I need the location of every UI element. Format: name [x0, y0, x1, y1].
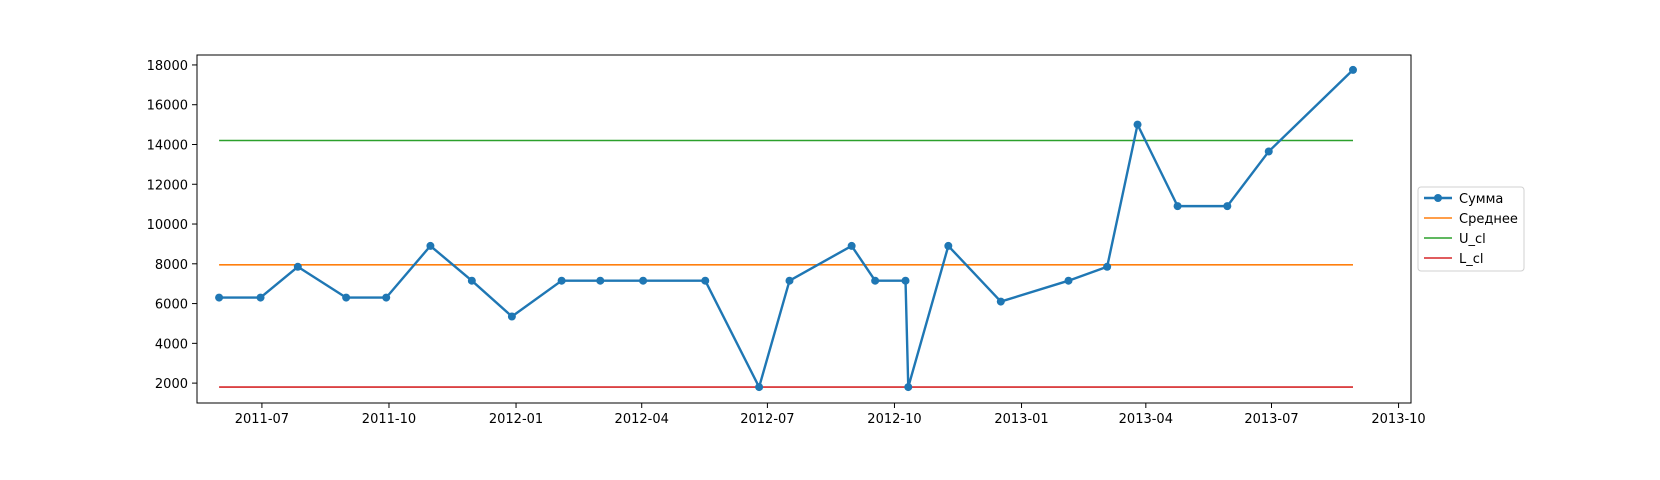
data-point [557, 276, 566, 285]
data-point [871, 276, 880, 285]
x-tick-label: 2012-10 [867, 412, 921, 427]
data-point [426, 241, 435, 250]
data-point [293, 262, 302, 271]
legend-entry: L_cl [1424, 252, 1484, 267]
x-tick-label: 2013-04 [1119, 412, 1173, 427]
legend-label: Среднее [1459, 212, 1518, 227]
data-point [904, 383, 913, 392]
plot-frame [196, 54, 1412, 404]
plot-area [196, 54, 1412, 404]
y-tick-label: 18000 [147, 59, 188, 74]
legend: Сумма Среднее U_cl L_cl [1417, 186, 1525, 272]
data-point [755, 383, 764, 392]
data-point [701, 276, 710, 285]
legend-label: U_cl [1459, 232, 1486, 247]
data-point [1173, 202, 1182, 211]
x-tick-label: 2013-10 [1371, 412, 1425, 427]
data-point [1223, 202, 1232, 211]
data-point [996, 297, 1005, 306]
x-tick-label: 2011-07 [235, 412, 289, 427]
legend-marker [1434, 194, 1442, 202]
y-axis: 2000 4000 6000 8000 10000 12000 14000 16000 1800… [147, 59, 197, 392]
data-point [1064, 276, 1073, 285]
series-line-Сумма [217, 68, 1355, 389]
x-axis: 2011-07 2011-10 2012-01 2012-04 2012-07 2012-… [235, 403, 1426, 427]
legend-label: L_cl [1459, 252, 1484, 267]
legend-entry: Среднее [1424, 212, 1518, 227]
data-point [382, 293, 391, 302]
data-point [596, 276, 605, 285]
x-tick-label: 2011-10 [362, 412, 416, 427]
y-tick-label: 6000 [155, 298, 188, 313]
y-tick-label: 14000 [147, 138, 188, 153]
y-tick-label: 8000 [155, 258, 188, 273]
x-tick-label: 2012-07 [740, 412, 794, 427]
series-layer [215, 65, 1357, 392]
data-point [1348, 65, 1357, 74]
data-point [944, 241, 953, 250]
data-point [467, 276, 476, 285]
legend-items: Сумма Среднее U_cl L_cl [1424, 192, 1518, 267]
data-point [639, 276, 648, 285]
x-tick-label: 2013-01 [994, 412, 1048, 427]
legend-box [1417, 186, 1525, 272]
legend-entry: Сумма [1424, 192, 1503, 207]
data-point [785, 276, 794, 285]
data-point [342, 293, 351, 302]
data-point [256, 293, 265, 302]
data-point [847, 241, 856, 250]
data-point [1264, 147, 1273, 156]
data-point [901, 276, 910, 285]
x-tick-label: 2012-01 [489, 412, 543, 427]
x-tick-label: 2012-04 [615, 412, 669, 427]
y-tick-label: 12000 [147, 178, 188, 193]
data-point [507, 312, 516, 321]
data-point [215, 293, 224, 302]
data-point [1133, 120, 1142, 129]
y-tick-label: 10000 [147, 218, 188, 233]
y-tick-label: 16000 [147, 99, 188, 114]
legend-entry: U_cl [1424, 232, 1486, 247]
y-tick-label: 2000 [155, 377, 188, 392]
data-point [1103, 262, 1112, 271]
x-tick-label: 2013-07 [1244, 412, 1298, 427]
legend-label: Сумма [1459, 192, 1503, 207]
y-tick-label: 4000 [155, 337, 188, 352]
